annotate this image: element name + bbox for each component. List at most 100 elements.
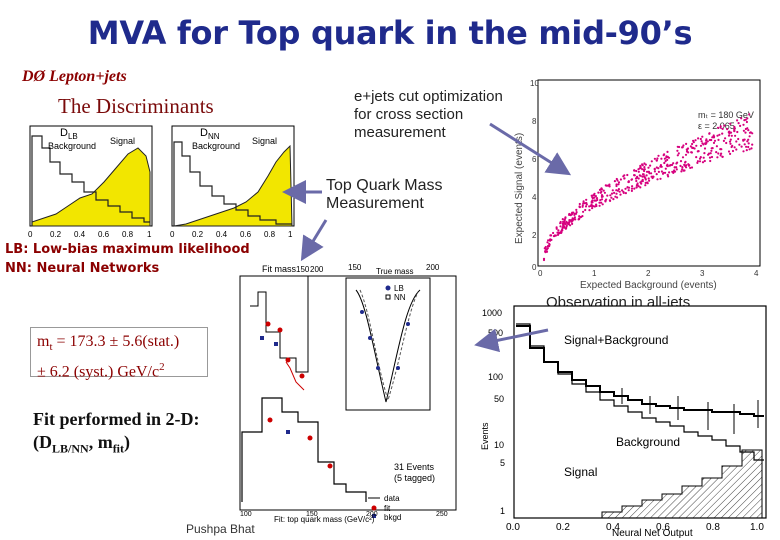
scatter-point: [740, 117, 743, 120]
scatter-point: [729, 122, 732, 125]
inset-frame: [345, 277, 431, 411]
scatter-point: [694, 139, 697, 142]
scatter-point: [630, 178, 633, 181]
lb-definition: LB: Low-bias maximum likelihood: [5, 242, 250, 257]
scatter-point: [725, 141, 728, 145]
inset-point: [396, 366, 400, 370]
scatter-point: [718, 133, 721, 136]
scatter-point: [687, 151, 690, 154]
scatter-point: [644, 163, 647, 166]
scatter-point: [690, 151, 693, 154]
scatter-point: [687, 164, 691, 167]
disc-left-tick-5: 1: [147, 230, 152, 239]
nn-xtick-4: 0.8: [706, 522, 720, 533]
scatter-point: [700, 140, 703, 143]
scatter-ytick-0: 10: [530, 79, 539, 88]
scatter-point: [630, 189, 633, 192]
nn-xtick-0: 0.0: [506, 522, 520, 533]
scatter-point: [717, 138, 720, 141]
scatter-point: [727, 134, 731, 137]
nn-sig-bkg-label: Signal+Background: [564, 333, 668, 347]
scatter-point: [548, 243, 551, 246]
scatter-point: [676, 154, 679, 157]
scatter-point: [643, 169, 646, 173]
scatter-point: [590, 194, 593, 197]
fit-mass-plot: Fit mass 150 200 True mass 150 200 LB NN: [239, 263, 457, 524]
scatter-point: [631, 185, 634, 188]
scatter-point: [555, 226, 558, 229]
scatter-point: [698, 160, 702, 163]
arrow-to-fitmass: [300, 219, 328, 262]
scatter-point: [689, 166, 692, 169]
scatter-point: [592, 205, 595, 208]
disc-right-tick-4: 0.8: [264, 230, 276, 239]
disc-left-tick-1: 0.2: [50, 230, 62, 239]
scatter-point: [610, 196, 613, 199]
scatter-point: [636, 175, 639, 178]
scatter-point: [627, 189, 630, 192]
inset-legend-nn: NN: [394, 293, 406, 302]
inset-point: [368, 336, 372, 340]
scatter-point: [641, 168, 644, 171]
scatter-point: [635, 186, 638, 189]
scatter-point: [544, 247, 547, 250]
scatter-point: [611, 189, 614, 192]
scatter-point: [740, 145, 743, 148]
scatter-point: [637, 170, 640, 173]
scatter-point: [617, 188, 620, 191]
scatter-point: [591, 207, 594, 210]
disc-right-signal-hist: [173, 144, 293, 227]
scatter-point: [581, 204, 584, 207]
scatter-point: [578, 217, 581, 221]
fitmass-fit-point: [265, 321, 271, 327]
scatter-point: [557, 229, 560, 232]
fitmass-legend-fit: fit: [384, 504, 391, 513]
scatter-point: [706, 140, 709, 143]
cut-note-line-3: measurement: [354, 124, 446, 141]
scatter-point: [593, 196, 596, 199]
scatter-point: [746, 117, 749, 120]
cut-optimization-scatter: Expected Signal (events) Expected Backgr…: [514, 79, 761, 291]
scatter-point: [719, 126, 722, 129]
scatter-point: [600, 201, 603, 204]
scatter-point: [660, 170, 663, 173]
scatter-point: [705, 138, 708, 141]
fitmass-fit-point: [267, 417, 273, 423]
scatter-point: [729, 142, 732, 145]
scatter-point: [696, 161, 699, 164]
scatter-point: [684, 160, 687, 163]
scatter-point: [675, 168, 678, 171]
scatter-point: [546, 241, 549, 244]
scatter-point: [615, 183, 618, 186]
scatter-point: [609, 194, 612, 197]
scatter-point: [575, 208, 578, 211]
scatter-point: [592, 194, 595, 197]
scatter-point: [595, 197, 599, 200]
scatter-point: [564, 222, 567, 225]
scatter-point: [655, 173, 658, 176]
scatter-point: [598, 201, 601, 204]
scatter-point: [657, 154, 660, 157]
scatter-point: [673, 169, 676, 172]
scatter-point: [746, 127, 749, 130]
scatter-point: [637, 168, 640, 171]
arrow-to-nn: [474, 328, 549, 353]
inset-curve-lb: [355, 289, 421, 403]
scatter-point: [746, 140, 749, 143]
scatter-point: [656, 178, 659, 181]
scatter-point: [601, 203, 604, 206]
scatter-point: [679, 164, 682, 167]
scatter-point: [561, 222, 564, 225]
scatter-point: [600, 187, 603, 190]
scatter-point: [671, 170, 674, 173]
scatter-point: [684, 153, 688, 156]
scatter-point: [702, 156, 705, 159]
scatter-point: [685, 148, 688, 151]
scatter-point: [582, 202, 585, 205]
scatter-point: [661, 172, 665, 175]
scatter-point: [685, 166, 688, 169]
scatter-point: [617, 183, 620, 186]
scatter-point: [627, 180, 630, 183]
scatter-point: [644, 181, 647, 184]
scatter-point: [695, 144, 698, 147]
